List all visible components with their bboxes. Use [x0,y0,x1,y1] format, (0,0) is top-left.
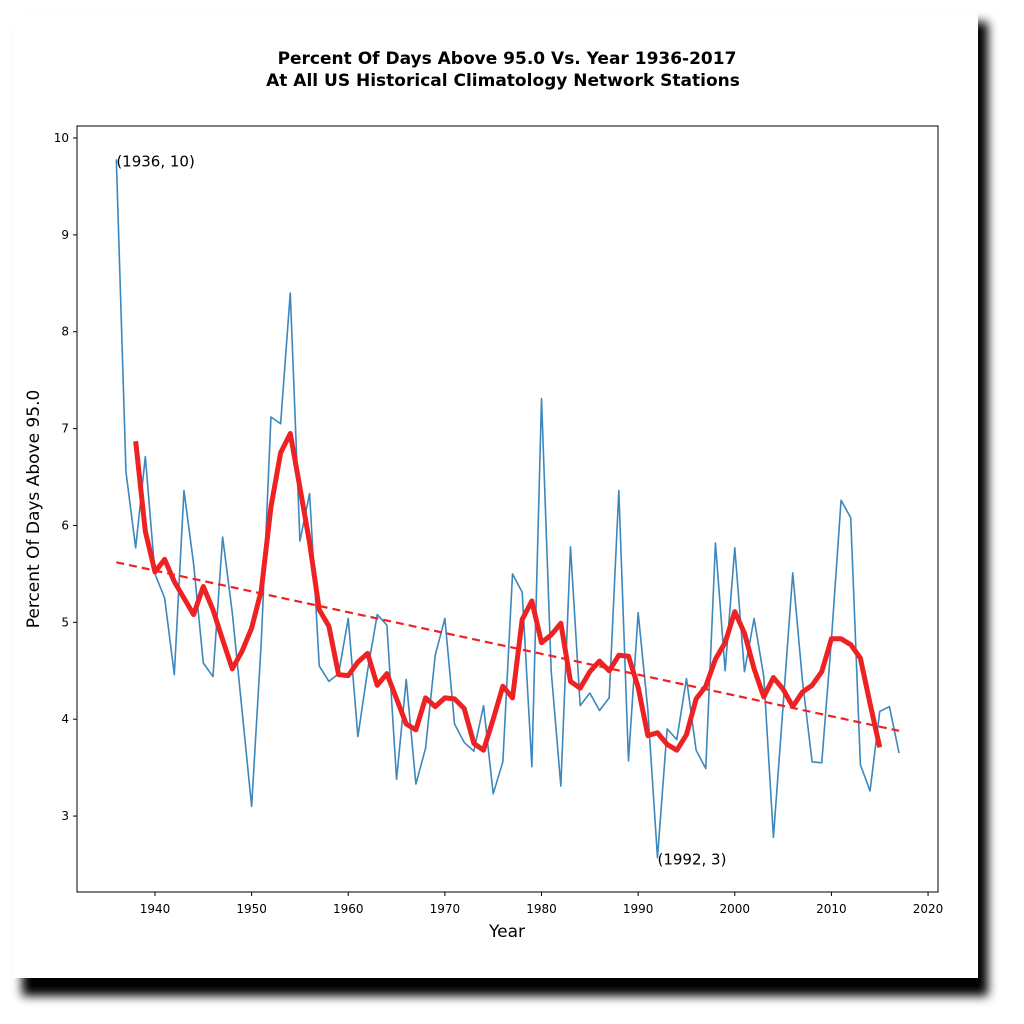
annotation: (1936, 10) [116,152,195,170]
series-line [116,561,900,732]
y-axis-label: Percent Of Days Above 95.0 [24,390,44,629]
y-tick-label: 3 [61,809,69,823]
x-tick-label: 1970 [430,902,461,916]
x-tick-label: 1940 [140,902,171,916]
x-tick-label: 2020 [913,902,944,916]
x-tick-label: 1980 [526,902,557,916]
x-tick-label: 2010 [816,902,847,916]
series-line [115,159,900,859]
y-tick-label: 9 [61,228,69,242]
chart-title: Percent Of Days Above 95.0 Vs. Year 1936… [278,49,737,69]
y-tick-label: 7 [61,422,69,436]
x-axis-label: Year [488,922,525,942]
card [12,12,978,978]
y-tick-label: 6 [61,518,69,532]
y-tick-label: 4 [61,712,69,726]
plot-frame [76,125,939,893]
y-tick-label: 8 [61,325,69,339]
x-tick-label: 1960 [333,902,364,916]
y-tick-label: 10 [54,131,69,145]
x-tick-label: 1990 [623,902,654,916]
series-line [133,430,883,753]
chart-subtitle: At All US Historical Climatology Network… [266,71,740,91]
annotation: (1992, 3) [657,851,726,869]
x-tick-label: 1950 [236,902,267,916]
x-tick-label: 2000 [720,902,751,916]
y-tick-label: 5 [61,615,69,629]
